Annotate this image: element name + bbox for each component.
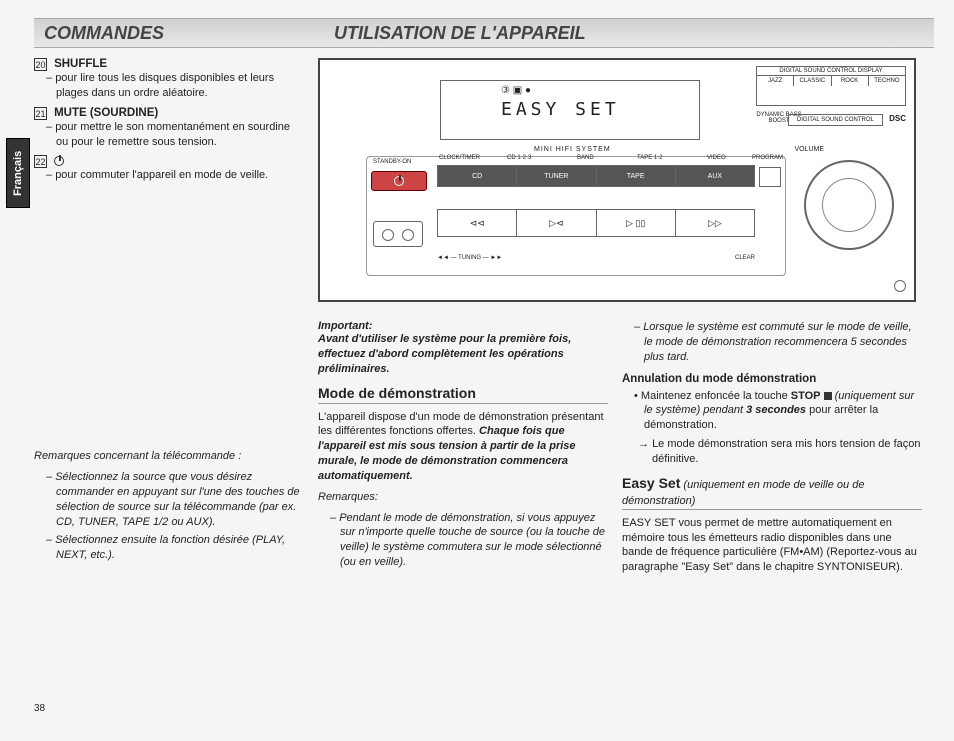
ref-21: 21	[34, 107, 47, 120]
mode-remarks-label: Remarques:	[318, 490, 608, 505]
device-subtitle: MINI HIFI SYSTEM	[534, 146, 611, 153]
term-shuffle: SHUFFLE	[54, 58, 107, 70]
lcd-text: EASY SET	[501, 99, 620, 120]
source-bar: CD TUNER TAPE AUX	[437, 165, 755, 187]
header-right: UTILISATION DE L'APPAREIL	[334, 23, 586, 44]
headphone-icon	[894, 280, 906, 292]
stop-word: STOP	[791, 390, 821, 402]
stop-icon	[824, 392, 832, 400]
transport-bar: ⊲⊲ ▷⊲ ▷ ▯▯ ▷▷	[437, 209, 755, 237]
src-tape: TAPE	[597, 166, 676, 186]
lcd-screen: ③ ▣ ● EASY SET	[440, 80, 700, 140]
cassette-icon	[373, 221, 423, 247]
col-commandes: 20 SHUFFLE pour lire tous les disques di…	[34, 58, 304, 581]
mode-demo-title: Mode de démonstration	[318, 385, 608, 404]
header-bar: COMMANDES UTILISATION DE L'APPAREIL	[34, 18, 934, 48]
col-mode: Important: Avant d'utiliser le système p…	[318, 320, 608, 581]
device-illustration: DIGITAL SOUND CONTROL DISPLAY JAZZ CLASS…	[318, 58, 916, 302]
power-icon	[54, 156, 64, 166]
src-tuner: TUNER	[517, 166, 596, 186]
remote-remark-2: Sélectionnez ensuite la fonction désirée…	[34, 533, 304, 563]
lbl-cd: CD 1·2·3	[507, 155, 531, 161]
tuning-label: ◄◄ — TUNING — ►►	[437, 255, 502, 269]
lbl-band: BAND	[577, 155, 594, 161]
page-number: 38	[34, 703, 45, 714]
control-panel: STANDBY-ON CLOCK/TIMER CD 1·2·3 BAND TAP…	[366, 156, 786, 276]
important-label: Important:	[318, 320, 608, 332]
lbl-video: VIDEO	[707, 155, 726, 161]
volume-knob	[804, 160, 894, 250]
easyset-title: Easy Set (uniquement en mode de veille o…	[622, 475, 922, 510]
easyset-text: EASY SET vous permet de mettre automatiq…	[622, 516, 922, 575]
secs: 3 secondes	[746, 404, 806, 416]
dsc-text: DSC	[889, 114, 906, 123]
dsc-label: DIGITAL SOUND CONTROL DSC	[788, 114, 906, 126]
lcd-icons: ③ ▣ ●	[501, 85, 531, 96]
dsc-display: DIGITAL SOUND CONTROL DISPLAY JAZZ CLASS…	[756, 66, 906, 106]
program-button	[759, 167, 781, 187]
mode-remark-1: Pendant le mode de démonstration, si vou…	[318, 511, 608, 570]
dsc-classic: CLASSIC	[794, 76, 831, 86]
lbl-clock: CLOCK/TIMER	[439, 155, 480, 161]
desc-mute: pour mettre le son momentanément en sour…	[34, 120, 304, 150]
remote-remark-1: Sélectionnez la source que vous désirez …	[34, 470, 304, 529]
volume-label: VOLUME	[794, 146, 824, 153]
dsc-display-title: DIGITAL SOUND CONTROL DISPLAY	[757, 67, 905, 76]
dsc-techno: TECHNO	[869, 76, 905, 86]
easy-title: Easy Set	[622, 475, 680, 491]
desc-power: pour commuter l'appareil en mode de veil…	[34, 168, 304, 183]
bottom-bar: ◄◄ — TUNING — ►► CLEAR	[437, 255, 755, 269]
important-text: Avant d'utiliser le système pour la prem…	[318, 332, 608, 377]
remote-remarks-title: Remarques concernant la télécommande :	[34, 449, 304, 464]
btn-rew: ⊲⊲	[438, 210, 517, 236]
desc-shuffle: pour lire tous les disques disponibles e…	[34, 71, 304, 101]
header-left: COMMANDES	[34, 23, 334, 44]
cancel-demo-title: Annulation du mode démonstration	[622, 373, 922, 385]
btn-prev: ▷⊲	[517, 210, 596, 236]
dsc-jazz: JAZZ	[757, 76, 794, 86]
src-cd: CD	[438, 166, 517, 186]
language-tab: Français	[6, 138, 30, 208]
standby-button	[371, 171, 427, 191]
cancel-demo-bullet: Maintenez enfoncée la touche STOP (uniqu…	[622, 389, 922, 434]
lbl-tape: TAPE 1·2	[637, 155, 663, 161]
btn-ff: ▷▷	[676, 210, 754, 236]
term-mute: MUTE (SOURDINE)	[54, 107, 158, 119]
cb1a: Maintenez enfoncée la touche	[641, 390, 791, 402]
clear-label: CLEAR	[735, 255, 755, 269]
mode-demo-text: L'appareil dispose d'un mode de démonstr…	[318, 410, 608, 484]
ref-22: 22	[34, 155, 47, 168]
col-easyset: Lorsque le système est commuté sur le mo…	[622, 320, 922, 581]
cancel-demo-result: Le mode démonstration sera mis hors tens…	[622, 437, 922, 467]
dsc-rock: ROCK	[832, 76, 869, 86]
mode-remark-2: Lorsque le système est commuté sur le mo…	[622, 320, 922, 365]
src-aux: AUX	[676, 166, 754, 186]
btn-play: ▷ ▯▯	[597, 210, 676, 236]
standby-label: STANDBY-ON	[373, 159, 411, 165]
lbl-program: PROGRAM	[752, 155, 783, 161]
dsc-button: DIGITAL SOUND CONTROL	[788, 114, 883, 126]
ref-20: 20	[34, 58, 47, 71]
